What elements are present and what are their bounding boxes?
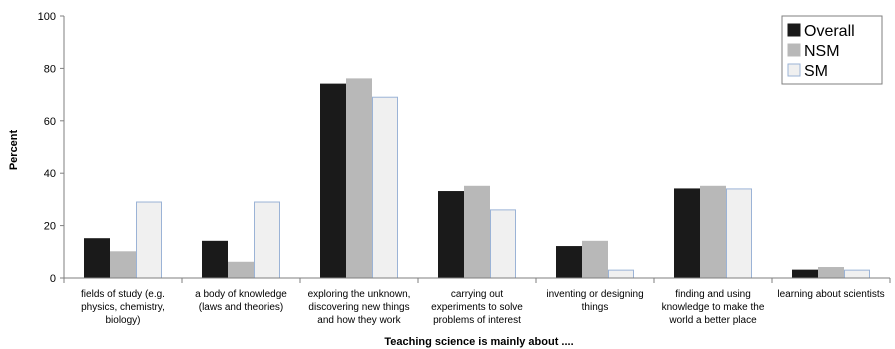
bar-nsm-3 xyxy=(464,185,490,279)
bar-nsm-0 xyxy=(110,251,136,279)
bar-nsm-4 xyxy=(582,240,608,279)
category-labels: fields of study (e.g. physics, chemistry,… xyxy=(81,289,885,326)
legend: Overall NSM SM xyxy=(781,15,883,85)
legend-swatch-nsm xyxy=(787,43,801,57)
bar-sm-1 xyxy=(254,201,280,279)
y-tick-label: 40 xyxy=(44,168,56,180)
x-category-label: learning about scientists xyxy=(777,289,884,300)
y-axis: 0 20 40 60 80 100 xyxy=(38,11,65,285)
bar-nsm-6 xyxy=(818,267,844,279)
bar-overall-6 xyxy=(792,269,818,279)
bar-nsm-2 xyxy=(346,78,372,279)
legend-swatch-overall xyxy=(787,23,801,37)
bar-overall-2 xyxy=(320,83,346,279)
x-category-label: exploring the unknown, discovering new th… xyxy=(308,289,411,326)
legend-swatch-sm xyxy=(787,63,801,77)
y-tick-label: 60 xyxy=(44,116,56,128)
bar-sm-0 xyxy=(136,201,162,279)
legend-label-sm: SM xyxy=(804,63,828,80)
x-category-label: a body of knowledge (laws and theories) xyxy=(195,289,287,313)
y-axis-title: Percent xyxy=(8,129,20,170)
legend-label-overall: Overall xyxy=(804,23,855,40)
bar-overall-3 xyxy=(438,191,464,279)
bar-sm-3 xyxy=(490,209,516,279)
bar-nsm-1 xyxy=(228,261,254,279)
x-category-label: inventing or designing things xyxy=(546,289,643,313)
bar-overall-1 xyxy=(202,240,228,279)
bar-sm-2 xyxy=(372,96,398,279)
bar-overall-5 xyxy=(674,188,700,279)
bar-sm-5 xyxy=(726,188,752,279)
x-axis-title: Teaching science is mainly about .... xyxy=(384,336,573,348)
legend-label-nsm: NSM xyxy=(804,43,840,60)
y-tick-label: 80 xyxy=(44,63,56,75)
y-tick-label: 0 xyxy=(50,273,56,285)
y-tick-label: 100 xyxy=(38,11,56,23)
bars xyxy=(84,78,870,279)
bar-overall-0 xyxy=(84,238,110,279)
x-category-label: fields of study (e.g. physics, chemistry,… xyxy=(81,289,165,326)
bar-nsm-5 xyxy=(700,185,726,279)
y-tick-label: 20 xyxy=(44,221,56,233)
x-category-label: carrying out experiments to solve problems… xyxy=(431,289,523,326)
bar-sm-4 xyxy=(608,269,634,279)
bar-sm-6 xyxy=(844,269,870,279)
bar-overall-4 xyxy=(556,246,582,279)
x-axis xyxy=(63,277,891,283)
x-category-label: finding and using knowledge to make the wo… xyxy=(662,289,765,326)
